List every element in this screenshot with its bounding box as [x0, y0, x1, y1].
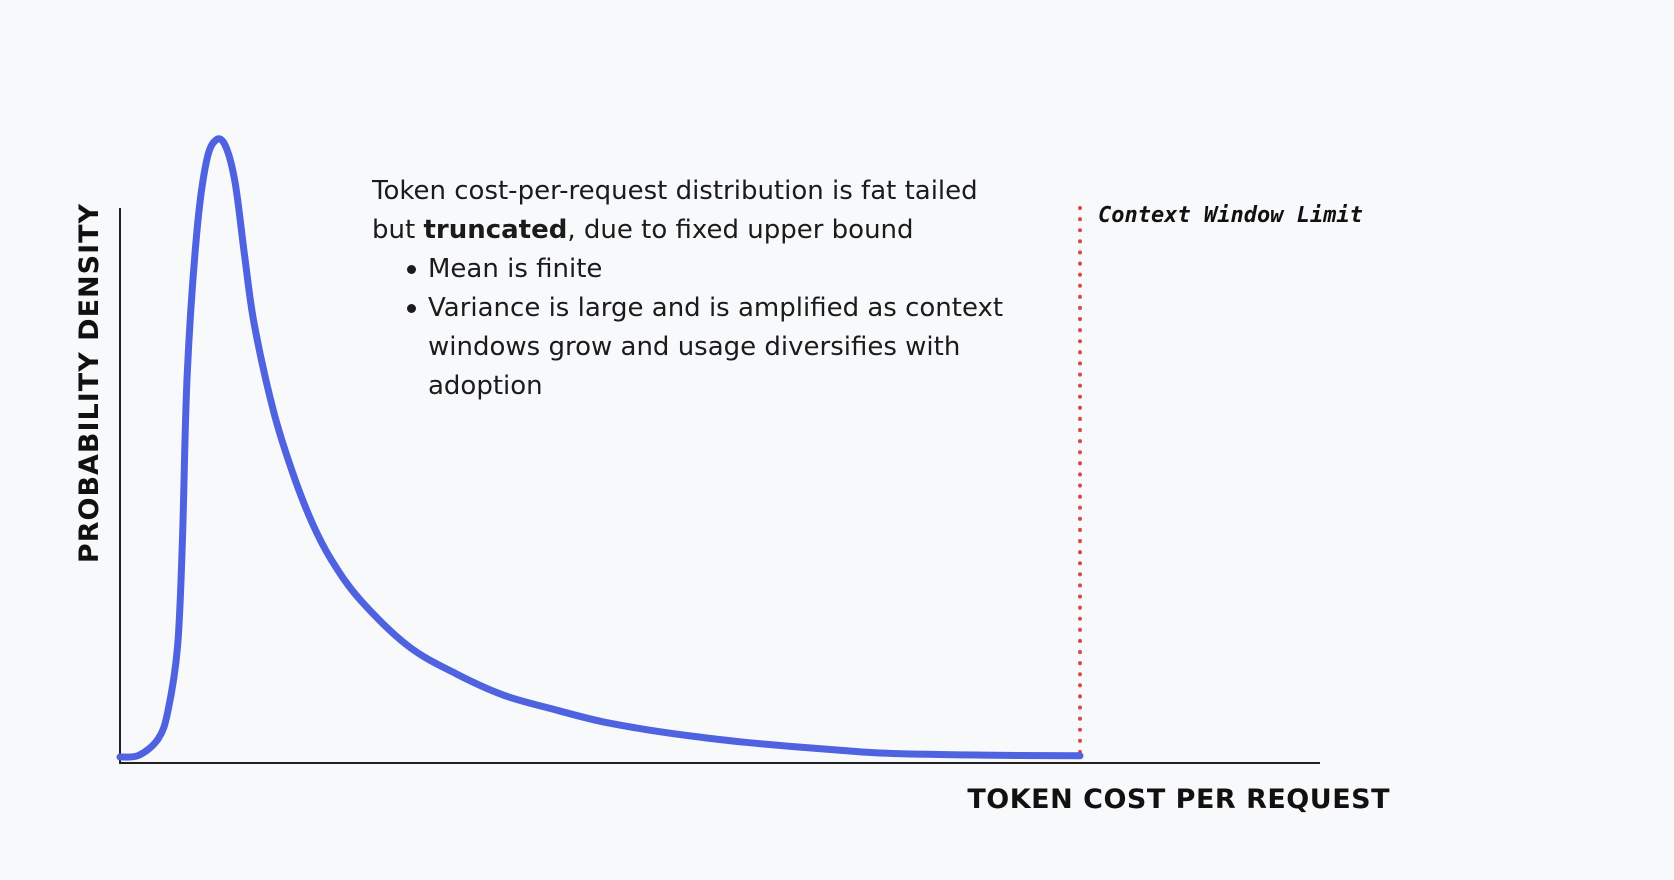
- series-group: [116, 135, 1084, 761]
- annotation-emphasis: truncated: [423, 215, 568, 245]
- annotation-line-2: but truncated, due to fixed upper bound: [372, 211, 1072, 250]
- y-axis-label: PROBABILITY DENSITY: [74, 203, 105, 563]
- context-window-limit-label: Context Window Limit: [1098, 203, 1363, 228]
- annotation-bullet-list: Mean is finite Variance is large and is …: [372, 250, 1072, 406]
- annotation-line-2-prefix: but: [372, 215, 424, 245]
- annotation-line-1: Token cost-per-request distribution is f…: [372, 176, 978, 206]
- annotation-bullet-variance: Variance is large and is amplified as co…: [407, 289, 1072, 406]
- x-axis-label: TOKEN COST PER REQUEST: [967, 784, 1390, 815]
- annotation-text-block: Token cost-per-request distribution is f…: [372, 172, 1072, 406]
- annotation-bullet-mean: Mean is finite: [407, 250, 1072, 289]
- annotation-line-2-suffix: , due to fixed upper bound: [567, 215, 914, 245]
- density-curve: [116, 135, 1084, 761]
